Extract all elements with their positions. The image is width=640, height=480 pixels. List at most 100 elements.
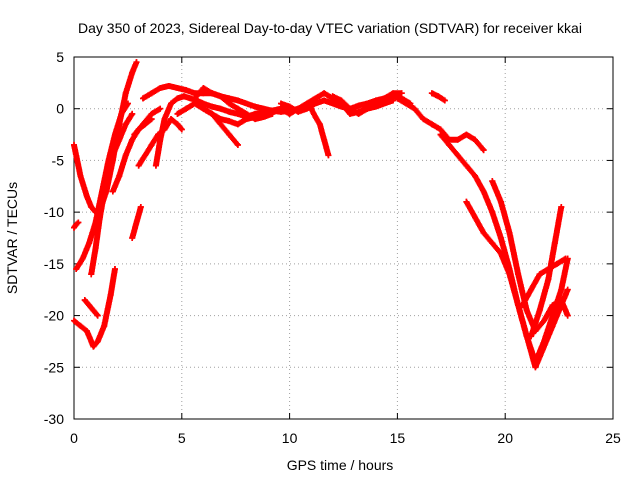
data-point [243,116,250,123]
data-point [200,105,207,112]
data-point [243,100,250,107]
data-point [277,105,284,112]
data-point [472,136,479,143]
data-point [109,188,116,195]
data-point [549,322,556,329]
data-point [553,260,560,267]
y-tick-label: 5 [56,49,64,65]
data-point [226,95,233,102]
data-point [226,131,233,138]
data-point [528,333,535,340]
grid [74,57,613,419]
data-point [234,97,241,104]
data-point [398,90,405,97]
data-point [303,100,310,107]
data-point [394,95,401,102]
data-points [71,59,571,371]
data-point [111,131,118,138]
data-point [308,105,315,112]
data-point [312,100,319,107]
series-arc-11 [152,93,293,169]
x-tick-label: 25 [605,430,621,446]
data-point [86,302,93,309]
series-arc-4 [71,219,82,231]
data-point [390,97,397,104]
chart-title: Day 350 of 2023, Sidereal Day-to-day VTE… [78,20,582,36]
data-point [506,271,513,278]
data-point [124,100,131,107]
data-point [329,93,336,100]
data-point [109,152,116,159]
data-point [329,100,336,107]
x-tick-label: 5 [178,430,186,446]
data-point [234,121,241,128]
data-point [90,307,97,314]
x-axis-title: GPS time / hours [287,457,394,473]
data-point [148,141,155,148]
data-point [226,100,233,107]
data-point [180,93,187,100]
data-point [217,121,224,128]
data-point [75,219,82,226]
data-point [463,198,470,205]
data-point [174,121,181,128]
data-point [269,107,276,114]
data-point [321,136,328,143]
data-point [564,312,571,319]
series-arc-3 [71,266,118,350]
data-point [528,286,535,293]
data-point [217,116,224,123]
y-tick-label: 0 [56,101,64,117]
plot-frame [73,56,614,420]
data-point [178,126,185,133]
series-arc-26 [528,203,565,340]
data-point [226,108,233,115]
data-point [532,364,539,371]
data-point [441,97,448,104]
data-point [364,100,371,107]
data-point [536,307,543,314]
data-point [286,110,293,117]
series-trace [308,105,332,159]
data-point [489,178,496,185]
data-point [86,240,93,247]
data-point [277,100,284,107]
data-point [191,95,198,102]
data-point [161,126,168,133]
data-point [226,118,233,125]
data-point [208,103,215,110]
data-point [157,136,164,143]
data-point [174,95,181,102]
data-point [71,141,77,148]
data-point [122,152,129,159]
data-point [480,147,487,154]
data-point [129,110,136,117]
data-point [79,255,86,262]
data-point [148,110,155,117]
data-point [463,131,470,138]
data-point [558,203,565,210]
series-arc-15 [200,105,293,128]
data-point [174,85,181,92]
data-point [519,302,526,309]
data-point [558,297,565,304]
series-arc-22 [428,90,448,104]
data-point [142,152,149,159]
data-point [139,95,146,102]
y-tick-label: -20 [44,308,64,324]
series-arc-12 [135,116,185,169]
data-point [551,240,558,247]
data-point [94,312,101,319]
data-point [118,110,125,117]
data-point [558,286,565,293]
data-point [71,317,77,324]
data-point [472,214,479,221]
data-point [252,103,259,110]
x-tick-label: 0 [70,430,78,446]
data-point [234,110,241,117]
data-point [77,172,84,179]
data-point [135,162,142,169]
data-point [116,172,123,179]
data-point [129,235,136,241]
